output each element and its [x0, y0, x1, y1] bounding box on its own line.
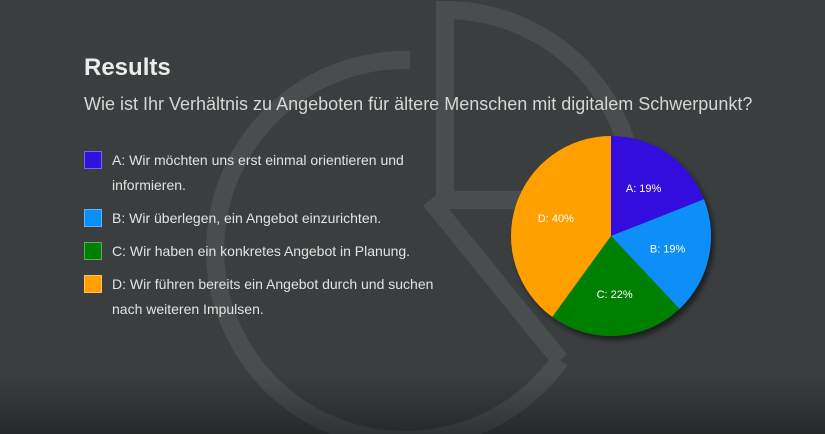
slice-label-d: D: 40%: [538, 213, 574, 225]
pie-slice-a: [611, 136, 704, 236]
legend-swatch: [84, 275, 102, 293]
slice-label-a: A: 19%: [626, 183, 662, 195]
legend-swatch: [84, 242, 102, 260]
legend-swatch: [84, 151, 102, 169]
legend-item-b: B: Wir überlegen, ein Angebot einzuricht…: [84, 206, 464, 231]
legend-item-d: D: Wir führen bereits ein Angebot durch …: [84, 272, 464, 322]
legend-item-a: A: Wir möchten uns erst einmal orientier…: [84, 148, 464, 198]
legend-item-c: C: Wir haben ein konkretes Angebot in Pl…: [84, 239, 464, 264]
legend-label: C: Wir haben ein konkretes Angebot in Pl…: [112, 243, 411, 259]
legend-swatch: [84, 209, 102, 227]
pie-slice-b: [611, 199, 711, 309]
legend-label: B: Wir überlegen, ein Angebot einzuricht…: [112, 210, 382, 226]
page-title: Results: [84, 54, 171, 81]
legend-label: D: Wir führen bereits ein Angebot durch …: [112, 276, 434, 317]
pie-slice-d: [511, 136, 611, 317]
legend-label: A: Wir möchten uns erst einmal orientier…: [112, 152, 404, 193]
pie-chart: A: 19% B: 19% C: 22% D: 40%: [511, 136, 711, 336]
question-text: Wie ist Ihr Verhältnis zu Angeboten für …: [84, 94, 753, 114]
slice-label-b: B: 19%: [650, 244, 686, 256]
slice-label-c: C: 22%: [597, 289, 633, 301]
bottom-shade: [0, 374, 825, 434]
chart-legend: A: Wir möchten uns erst einmal orientier…: [84, 148, 464, 330]
pie-slice-c: [552, 236, 680, 336]
